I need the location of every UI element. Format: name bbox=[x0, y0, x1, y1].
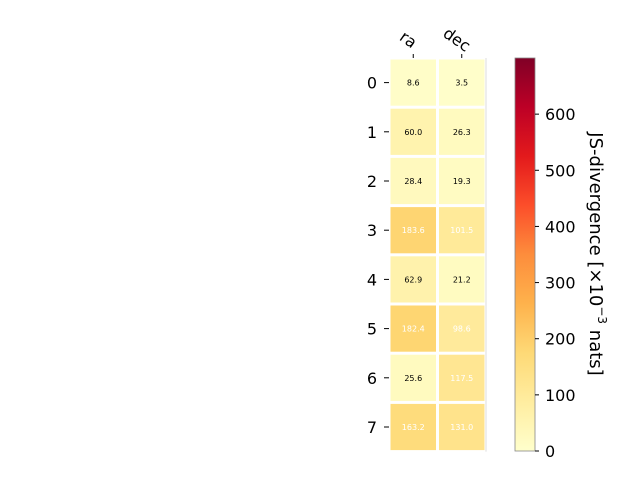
y-tick-label: 7 bbox=[367, 418, 377, 437]
x-tick-label: ra bbox=[396, 27, 420, 52]
y-tick-label: 2 bbox=[367, 172, 377, 191]
heatmap-cell bbox=[390, 59, 436, 106]
colorbar: 0 100 200 300 400 500 600 JS-divergence [×10−3… bbox=[514, 57, 609, 461]
heatmap-cell bbox=[439, 354, 485, 401]
heatmap-cells: 8.6 3.5 60.0 26.3 28.4 19.3 183.6 101.5 62.9 21.2… bbox=[390, 59, 485, 451]
y-tick-label: 3 bbox=[367, 221, 377, 240]
cell-value-label: 183.6 bbox=[402, 226, 425, 235]
cell-value-label: 163.2 bbox=[402, 423, 425, 432]
y-tick-label: 5 bbox=[367, 320, 377, 339]
y-tick-label: 4 bbox=[367, 270, 377, 289]
heatmap-cell bbox=[439, 157, 485, 205]
x-tick-label: dec bbox=[440, 23, 474, 55]
heatmap-cell bbox=[439, 403, 485, 451]
heatmap-cell bbox=[439, 207, 485, 254]
cell-value-label: 60.0 bbox=[404, 128, 422, 137]
cell-value-label: 21.2 bbox=[453, 275, 471, 284]
cell-value-label: 182.4 bbox=[402, 325, 425, 334]
cell-value-label: 117.5 bbox=[450, 374, 473, 383]
heatmap-cell bbox=[439, 59, 485, 106]
heatmap-cell bbox=[390, 108, 436, 155]
colorbar-tick-label: 400 bbox=[545, 217, 576, 236]
cell-value-label: 25.6 bbox=[404, 374, 422, 383]
y-axis: 0 1 2 3 4 5 6 7 bbox=[367, 58, 487, 452]
cell-value-label: 62.9 bbox=[404, 275, 422, 284]
cell-value-label: 3.5 bbox=[455, 79, 468, 88]
colorbar-tick-label: 500 bbox=[545, 161, 576, 180]
heatmap-cell bbox=[390, 403, 436, 451]
colorbar-ticks: 0 100 200 300 400 500 600 bbox=[535, 105, 576, 461]
heatmap-cell bbox=[439, 108, 485, 155]
heatmap-cell bbox=[439, 256, 485, 303]
colorbar-scale bbox=[514, 57, 536, 452]
cell-value-label: 8.6 bbox=[407, 79, 420, 88]
y-tick-label: 6 bbox=[367, 369, 377, 388]
y-tick-label: 1 bbox=[367, 123, 377, 142]
heatmap-cell bbox=[390, 256, 436, 303]
colorbar-tick-label: 100 bbox=[545, 386, 576, 405]
cell-value-label: 28.4 bbox=[404, 177, 422, 186]
cell-value-label: 131.0 bbox=[450, 423, 473, 432]
colorbar-label: JS-divergence [×10−3 nats] bbox=[585, 131, 609, 375]
heatmap-cell bbox=[390, 157, 436, 205]
cell-value-label: 19.3 bbox=[453, 177, 471, 186]
cell-value-label: 101.5 bbox=[450, 226, 473, 235]
x-axis: ra dec bbox=[396, 23, 474, 58]
colorbar-tick-label: 200 bbox=[545, 330, 576, 349]
heatmap-cell bbox=[390, 354, 436, 401]
cell-value-label: 98.6 bbox=[453, 325, 471, 334]
heatmap-cell bbox=[439, 305, 485, 352]
colorbar-tick-label: 0 bbox=[545, 442, 555, 461]
colorbar-tick-label: 300 bbox=[545, 274, 576, 293]
y-tick-label: 0 bbox=[367, 74, 377, 93]
heatmap-cell bbox=[390, 207, 436, 254]
heatmap-cell bbox=[390, 305, 436, 352]
colorbar-tick-label: 600 bbox=[545, 105, 576, 124]
cell-value-label: 26.3 bbox=[453, 128, 471, 137]
